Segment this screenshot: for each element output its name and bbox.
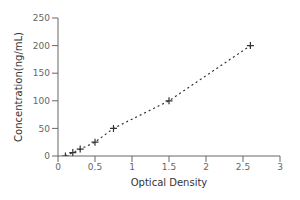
svg-text:100: 100 <box>33 96 50 106</box>
svg-text:3: 3 <box>277 162 283 172</box>
svg-text:2.5: 2.5 <box>236 162 250 172</box>
svg-text:250: 250 <box>33 13 50 23</box>
svg-text:0.5: 0.5 <box>88 162 102 172</box>
svg-text:200: 200 <box>33 41 50 51</box>
svg-text:Concentration(ng/mL): Concentration(ng/mL) <box>13 32 24 142</box>
svg-text:1: 1 <box>129 162 135 172</box>
svg-text:2: 2 <box>203 162 209 172</box>
svg-text:150: 150 <box>33 68 50 78</box>
svg-text:1.5: 1.5 <box>162 162 176 172</box>
svg-text:0: 0 <box>55 162 61 172</box>
svg-text:Optical Density: Optical Density <box>131 177 208 188</box>
svg-text:50: 50 <box>39 124 51 134</box>
svg-text:0: 0 <box>44 151 50 161</box>
